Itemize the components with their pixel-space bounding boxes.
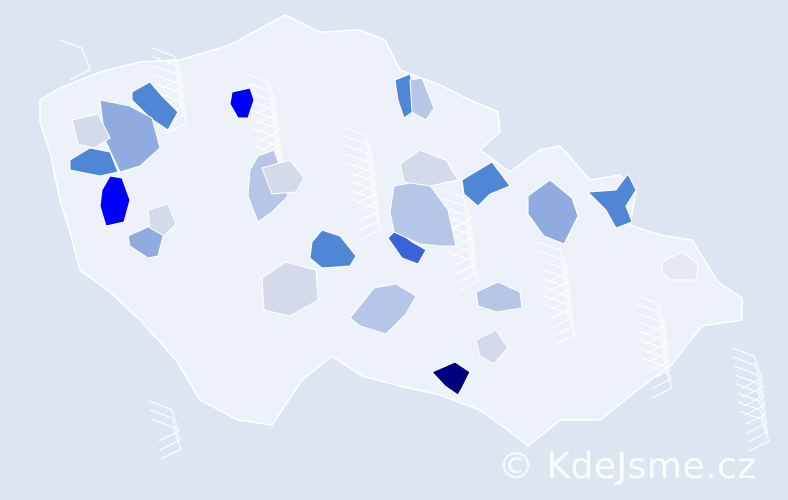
district-border (732, 356, 764, 398)
district-border (737, 401, 769, 443)
district-medium[interactable] (461, 161, 511, 207)
district-border (634, 294, 666, 336)
district-light-medium[interactable] (527, 179, 579, 245)
watermark-logo: © KdeJsme.cz (498, 446, 757, 487)
district-border (149, 409, 181, 451)
district-border (637, 321, 669, 363)
district-light[interactable] (389, 179, 457, 247)
district-border (349, 189, 381, 231)
district-border (538, 250, 570, 292)
district-medium[interactable] (586, 173, 637, 229)
district-border (148, 400, 180, 442)
district-border (342, 126, 374, 168)
district-light-medium[interactable] (99, 99, 161, 173)
district-medium[interactable] (131, 81, 179, 131)
district-medium[interactable] (309, 229, 357, 269)
district-border (441, 197, 473, 239)
district-border (736, 392, 768, 434)
district-border (156, 92, 188, 134)
district-border (541, 277, 573, 319)
district-border (442, 206, 474, 248)
district-border (445, 233, 477, 275)
district-very-light[interactable] (71, 113, 111, 149)
district-border (348, 180, 380, 222)
district-border (733, 365, 765, 407)
district-border (249, 109, 281, 151)
district-very-light[interactable] (475, 329, 509, 365)
country-outline (39, 14, 743, 447)
district-border (347, 171, 379, 213)
district-border (59, 39, 91, 81)
district-border (635, 303, 667, 345)
district-border (641, 357, 673, 399)
district-border (152, 56, 184, 98)
district-border (446, 242, 478, 284)
district-border (153, 65, 185, 107)
district-border (443, 215, 475, 257)
district-medium[interactable] (69, 147, 119, 177)
district-border (540, 268, 572, 310)
district-very-light[interactable] (261, 261, 319, 317)
district-faint[interactable] (661, 251, 699, 281)
district-border (247, 91, 279, 133)
district-border (155, 83, 187, 125)
district-border (444, 224, 476, 266)
district-border (343, 135, 375, 177)
district-light[interactable] (475, 281, 523, 313)
district-very-light[interactable] (261, 159, 305, 195)
district-border (346, 162, 378, 204)
district-border (735, 383, 767, 425)
district-border (245, 73, 277, 115)
district-border (731, 347, 763, 389)
district-border (738, 410, 770, 452)
district-strong[interactable] (99, 175, 131, 227)
district-very-light[interactable] (147, 203, 177, 237)
district-border (151, 47, 183, 89)
district-border (636, 312, 668, 354)
district-border (447, 251, 479, 293)
district-border (440, 188, 472, 230)
district-border (350, 198, 382, 240)
district-light[interactable] (349, 283, 417, 335)
district-border (639, 339, 671, 381)
district-border (344, 144, 376, 186)
district-border (640, 348, 672, 390)
district-very-light[interactable] (399, 149, 459, 187)
district-border (734, 374, 766, 416)
district-strong[interactable] (229, 87, 255, 119)
district-light[interactable] (409, 77, 435, 121)
district-border (537, 241, 569, 283)
district-border (542, 286, 574, 328)
district-border (544, 304, 576, 346)
district-border (246, 82, 278, 124)
highlighted-districts (69, 73, 699, 396)
district-border (345, 153, 377, 195)
district-border (638, 330, 670, 372)
district-darkest[interactable] (431, 361, 471, 396)
district-border (539, 259, 571, 301)
district-border (543, 295, 575, 337)
district-border (150, 418, 182, 460)
district-border (248, 100, 280, 142)
